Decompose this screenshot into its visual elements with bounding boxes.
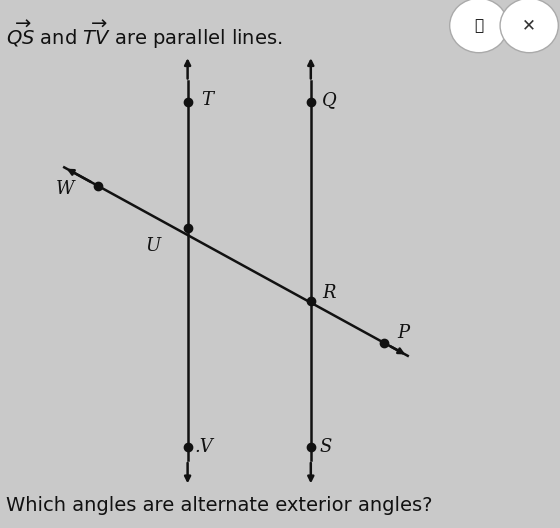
Text: 🔒: 🔒 xyxy=(474,18,483,33)
Circle shape xyxy=(500,0,558,53)
Text: $\overrightarrow{QS}$ and $\overrightarrow{TV}$ are parallel lines.: $\overrightarrow{QS}$ and $\overrightarr… xyxy=(6,19,282,51)
Text: .V: .V xyxy=(194,438,213,456)
Text: Which angles are alternate exterior angles?: Which angles are alternate exterior angl… xyxy=(6,496,432,515)
Text: W: W xyxy=(56,180,74,197)
Circle shape xyxy=(450,0,508,53)
Text: S: S xyxy=(319,438,332,456)
Text: ✕: ✕ xyxy=(522,16,536,34)
Text: T: T xyxy=(202,91,213,109)
Text: Q: Q xyxy=(322,91,337,109)
Text: P: P xyxy=(398,324,410,342)
Text: R: R xyxy=(322,284,335,302)
Text: U: U xyxy=(146,237,161,255)
